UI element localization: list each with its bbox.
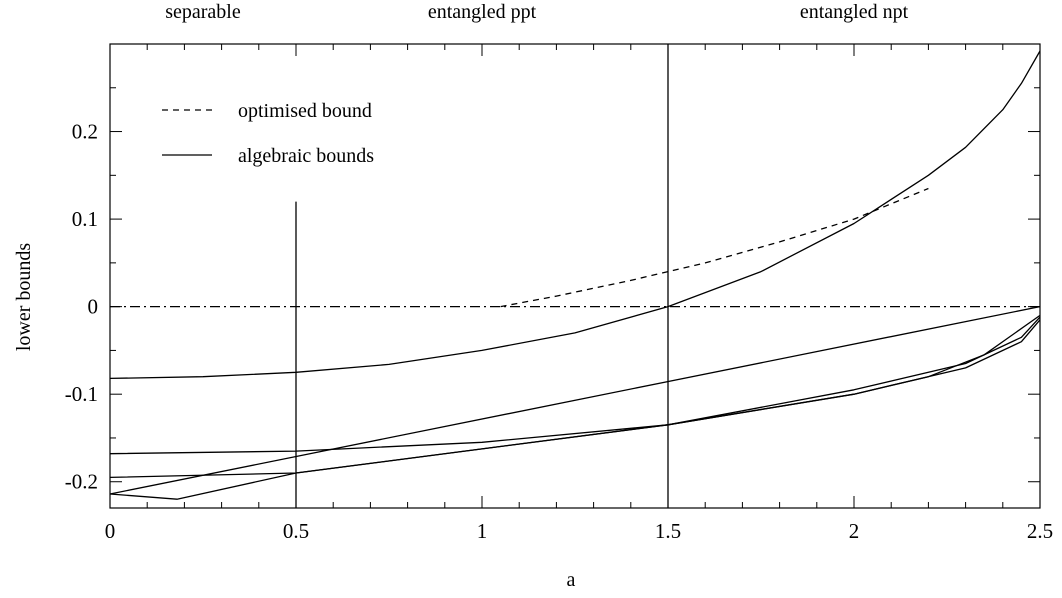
legend: optimised bound algebraic bounds: [162, 100, 374, 167]
series-line-4: [109, 305, 1041, 495]
series-line-5: [109, 319, 1041, 500]
series-line-3: [109, 50, 1041, 380]
axis-ticks: [109, 43, 1041, 508]
y-tick-label: 0: [88, 295, 99, 319]
x-tick-label: 2: [849, 519, 860, 543]
x-tick-label: 2.5: [1027, 519, 1053, 543]
region-label: entangled ppt: [428, 1, 537, 23]
plot-border: [109, 43, 1041, 509]
plot-frame: [109, 43, 1041, 509]
series-layer: [109, 50, 1041, 500]
region-label: entangled npt: [800, 1, 909, 23]
x-tick-label: 0: [105, 519, 116, 543]
y-tick-label: 0.1: [72, 207, 98, 231]
legend-label: algebraic bounds: [238, 145, 374, 167]
series-line-6: [109, 316, 1041, 479]
y-axis-label: lower bounds: [13, 243, 35, 352]
region-label: separable: [165, 1, 241, 23]
legend-label: optimised bound: [238, 100, 372, 122]
tick-labels: 0 0.5 1 1.5 2 2.5 -0.2 -0.1 0 0.1 0.2: [65, 120, 1053, 543]
x-tick-label: 1: [477, 519, 488, 543]
region-labels: separable entangled ppt entangled npt: [165, 1, 908, 23]
x-tick-label: 0.5: [283, 519, 309, 543]
x-tick-label: 1.5: [655, 519, 681, 543]
y-tick-label: -0.1: [65, 382, 98, 406]
series-line-7: [109, 314, 1041, 455]
series-line-1: [500, 187, 929, 308]
y-tick-label: 0.2: [72, 120, 98, 144]
y-tick-label: -0.2: [65, 470, 98, 494]
x-axis-label: a: [567, 569, 576, 591]
region-dividers: [295, 44, 669, 508]
